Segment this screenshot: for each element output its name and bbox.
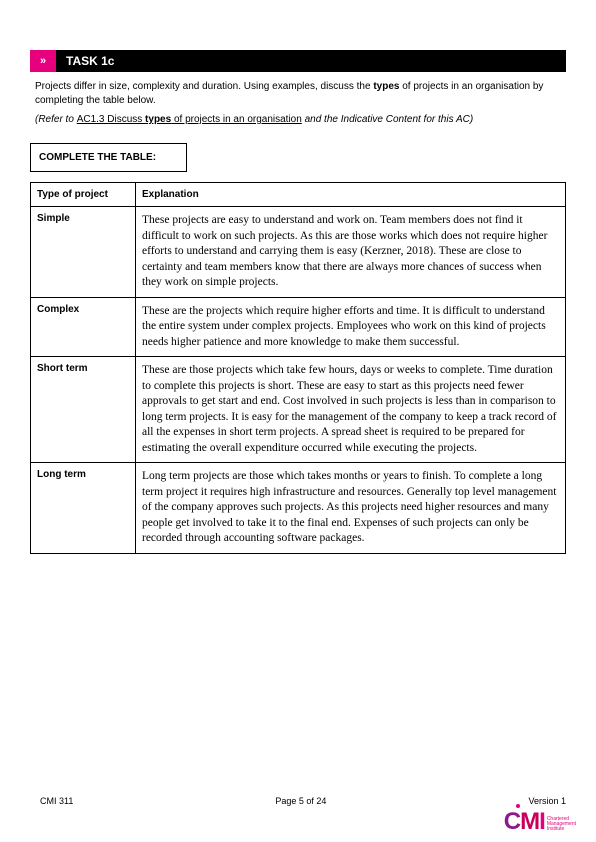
complete-table-label: COMPLETE THE TABLE:: [30, 143, 187, 172]
table-row: Long term Long term projects are those w…: [31, 463, 566, 554]
refer-ac-c: of projects in an organisation: [171, 114, 302, 125]
intro-pre: Projects differ in size, complexity and …: [35, 81, 373, 92]
refer-text: (Refer to AC1.3 Discuss types of project…: [35, 114, 561, 125]
row-explain: Long term projects are those which takes…: [136, 463, 566, 554]
logo-sub3: Institute: [547, 827, 576, 832]
logo-c: C: [504, 808, 520, 835]
task-arrow-icon: »: [30, 50, 56, 72]
refer-ac-b: types: [145, 114, 171, 125]
project-types-table: Type of project Explanation Simple These…: [30, 182, 566, 554]
logo-i: I: [539, 808, 545, 835]
cmi-logo: CMI Chartered Management Institute: [504, 808, 576, 836]
refer-ac-a: AC1.3 Discuss: [77, 114, 145, 125]
table-row: Short term These are those projects whic…: [31, 357, 566, 463]
table-head-explain: Explanation: [136, 183, 566, 207]
intro-bold: types: [373, 81, 399, 92]
intro-text: Projects differ in size, complexity and …: [35, 80, 561, 108]
refer-ac: AC1.3 Discuss types of projects in an or…: [77, 114, 302, 125]
row-explain: These are the projects which require hig…: [136, 297, 566, 357]
row-type: Simple: [31, 207, 136, 298]
table-row: Simple These projects are easy to unders…: [31, 207, 566, 298]
footer-right: Version 1: [528, 796, 566, 806]
footer-center: Page 5 of 24: [275, 796, 326, 806]
row-type: Long term: [31, 463, 136, 554]
refer-post: and the Indicative Content for this AC): [302, 114, 473, 125]
table-row: Complex These are the projects which req…: [31, 297, 566, 357]
table-head-type: Type of project: [31, 183, 136, 207]
footer-left: CMI 311: [40, 796, 73, 806]
logo-subtitle: Chartered Management Institute: [547, 817, 576, 832]
row-explain: These are those projects which take few …: [136, 357, 566, 463]
task-header: » TASK 1c: [30, 50, 566, 72]
logo-dot-icon: [516, 804, 520, 808]
refer-pre: (Refer to: [35, 114, 77, 125]
logo-m: M: [520, 808, 539, 835]
row-type: Complex: [31, 297, 136, 357]
task-title: TASK 1c: [56, 50, 566, 72]
row-explain: These projects are easy to understand an…: [136, 207, 566, 298]
row-type: Short term: [31, 357, 136, 463]
page-footer: CMI 311 Page 5 of 24 Version 1: [40, 796, 566, 806]
